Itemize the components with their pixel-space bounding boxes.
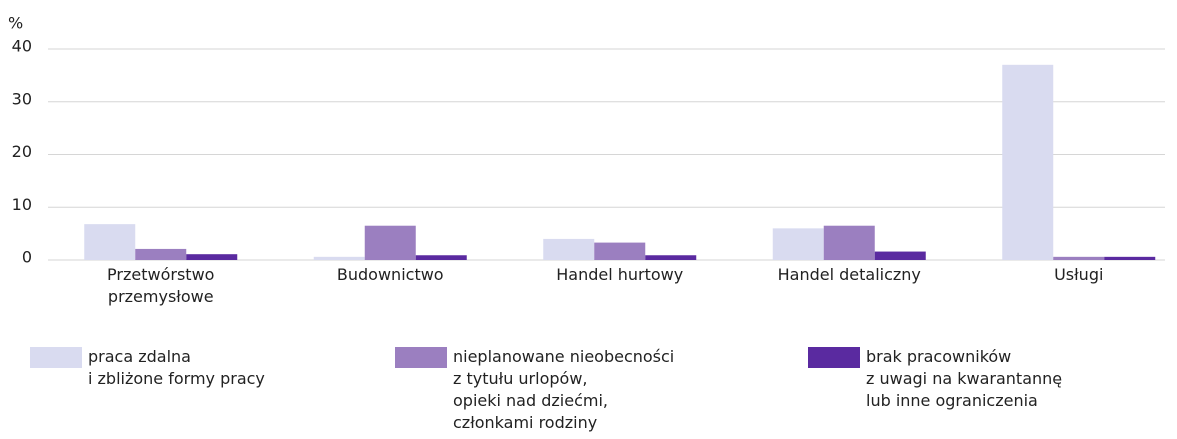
bar — [772, 228, 824, 260]
x-tick-label: Usługi — [1054, 265, 1104, 284]
bar — [135, 248, 187, 260]
legend-swatch — [30, 347, 82, 368]
bar — [364, 225, 416, 260]
bar — [313, 256, 365, 260]
legend-label: nieplanowane nieobecności z tytułu urlop… — [453, 347, 675, 432]
bar — [823, 225, 875, 260]
x-tick-label: Handel detaliczny — [777, 265, 921, 284]
bar — [543, 238, 595, 260]
y-tick-label: 0 — [22, 248, 32, 267]
y-tick-label: 30 — [12, 89, 32, 108]
bar — [186, 254, 238, 260]
x-tick-label: Handel hurtowy — [556, 265, 684, 284]
bar — [1053, 256, 1105, 260]
x-tick-label: Przetwórstwo przemysłowe — [107, 265, 215, 306]
y-tick-label: 10 — [12, 195, 32, 214]
legend-label: brak pracowników z uwagi na kwarantannę … — [866, 347, 1063, 410]
legend-label: praca zdalna i zbliżone formy pracy — [88, 347, 265, 388]
bar — [874, 251, 926, 260]
x-tick-label: Budownictwo — [336, 265, 444, 284]
bar — [645, 255, 697, 260]
y-axis-label: % — [8, 14, 23, 33]
y-tick-label: 40 — [12, 37, 32, 56]
legend-swatch — [808, 347, 860, 368]
bar — [1002, 64, 1054, 260]
bar — [1104, 256, 1156, 260]
y-tick-label: 20 — [12, 142, 32, 161]
bar — [84, 224, 136, 260]
legend-swatch — [395, 347, 447, 368]
bar — [415, 255, 467, 260]
bar — [594, 242, 646, 260]
